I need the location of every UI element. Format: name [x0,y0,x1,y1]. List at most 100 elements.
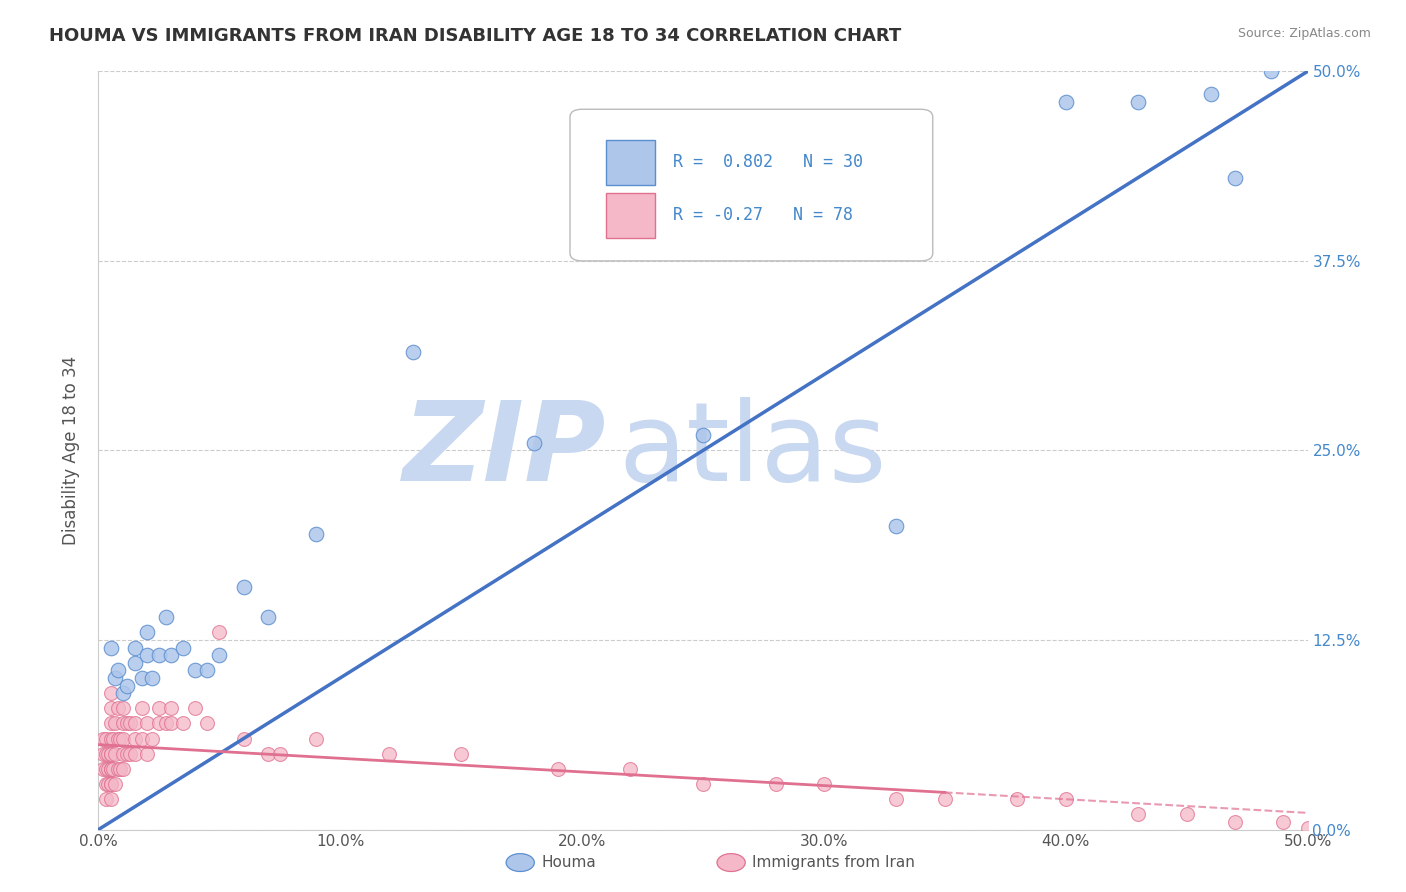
Point [450,747,472,761]
Point [124,747,146,761]
Point [184,701,207,715]
Point [547,762,569,776]
Point [131,671,153,685]
Text: Houma: Houma [541,855,596,870]
Point [692,777,714,791]
Point [100,701,122,715]
Point [100,777,122,791]
FancyBboxPatch shape [569,110,932,260]
Point [100,716,122,731]
Point [135,747,157,761]
Point [155,610,177,624]
Point [100,640,122,655]
Point [886,792,908,806]
Point [111,716,134,731]
Point [97,777,120,791]
Point [172,640,194,655]
Point [160,701,183,715]
Point [100,792,122,806]
Point [813,777,835,791]
Point [94,731,117,746]
Point [100,747,122,761]
Point [91,731,114,746]
Point [1128,807,1150,822]
Point [141,731,163,746]
FancyBboxPatch shape [606,193,655,238]
Point [232,731,254,746]
Text: Immigrants from Iran: Immigrants from Iran [752,855,915,870]
Point [160,716,183,731]
Point [1054,95,1077,109]
Text: atlas: atlas [619,397,887,504]
Text: R = -0.27   N = 78: R = -0.27 N = 78 [673,206,853,225]
Point [117,678,139,692]
Point [111,686,134,700]
Point [107,731,129,746]
Point [94,747,117,761]
Point [100,686,122,700]
Point [1128,95,1150,109]
Point [124,716,146,731]
Point [269,747,291,761]
Point [148,716,170,731]
Point [934,792,956,806]
Point [148,701,170,715]
Text: HOUMA VS IMMIGRANTS FROM IRAN DISABILITY AGE 18 TO 34 CORRELATION CHART: HOUMA VS IMMIGRANTS FROM IRAN DISABILITY… [49,27,901,45]
Point [232,580,254,594]
Point [118,716,141,731]
Point [101,762,124,776]
Point [208,625,231,640]
Point [135,625,157,640]
Point [101,731,124,746]
Point [1223,815,1246,830]
Point [124,656,146,670]
Point [160,648,183,662]
Point [1296,821,1319,835]
Text: Source: ZipAtlas.com: Source: ZipAtlas.com [1237,27,1371,40]
Point [195,716,218,731]
Point [135,716,157,731]
Point [135,648,157,662]
Point [100,762,122,776]
Point [107,664,129,678]
Point [141,671,163,685]
Point [886,519,908,533]
Point [1199,87,1222,102]
Point [305,731,328,746]
Point [256,610,278,624]
Point [124,731,146,746]
Point [172,716,194,731]
Point [104,716,127,731]
Point [124,640,146,655]
Point [91,747,114,761]
Point [104,777,127,791]
Text: ZIP: ZIP [402,397,606,504]
Point [111,762,134,776]
Point [195,664,218,678]
Point [94,777,117,791]
Point [111,731,134,746]
Point [97,747,120,761]
Point [377,747,399,761]
Point [305,526,328,541]
Point [111,701,134,715]
Point [692,428,714,442]
Point [111,747,134,761]
Point [1175,807,1198,822]
Point [100,762,122,776]
Point [107,762,129,776]
Point [765,777,787,791]
Y-axis label: Disability Age 18 to 34: Disability Age 18 to 34 [62,356,80,545]
Point [108,731,131,746]
Point [100,747,122,761]
Point [100,777,122,791]
Point [104,747,127,761]
Point [155,716,177,731]
Point [131,701,153,715]
Point [184,664,207,678]
FancyBboxPatch shape [606,140,655,186]
Point [117,747,139,761]
Point [148,648,170,662]
Point [208,648,231,662]
Point [523,436,546,450]
